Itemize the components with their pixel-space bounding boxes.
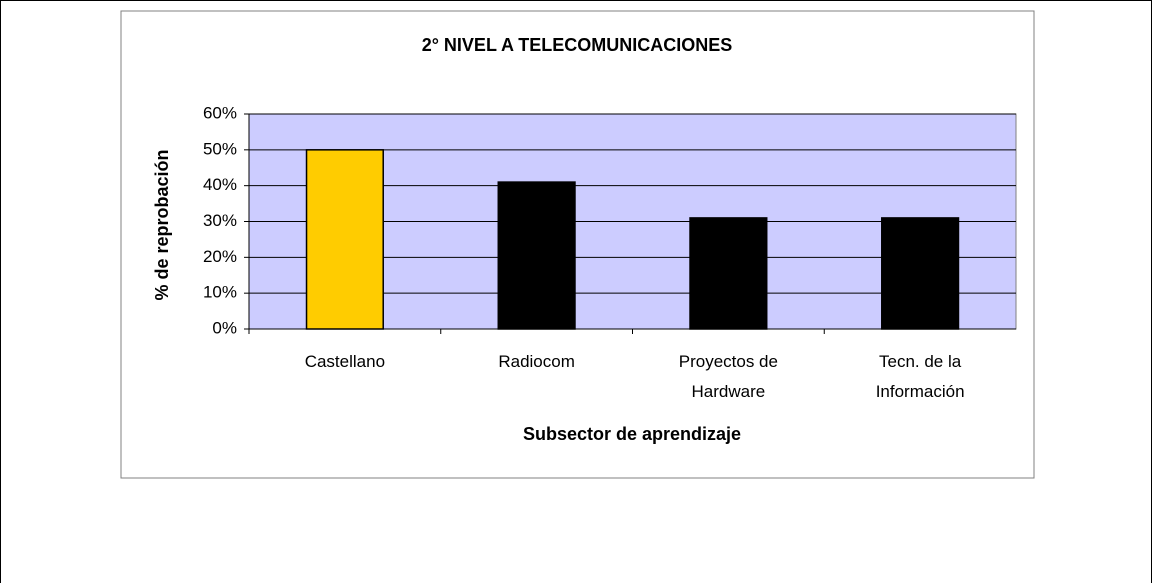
bar: [497, 181, 576, 330]
x-tick-label: Proyectos de Hardware: [678, 352, 778, 401]
y-tick-label: 20%: [203, 247, 237, 266]
bar: [881, 217, 960, 330]
x-axis-label: Subsector de aprendizaje: [523, 424, 741, 444]
bar: [305, 149, 384, 330]
y-tick-label: 0%: [212, 318, 237, 337]
y-axis-label: % de reprobación: [152, 149, 172, 300]
y-tick-label: 40%: [203, 175, 237, 194]
y-tick-label: 30%: [203, 211, 237, 230]
x-tick-label: Castellano: [304, 352, 386, 371]
x-tick-label: Radiocom: [498, 352, 575, 371]
y-tick-label: 60%: [203, 103, 237, 122]
chart-title: 2° NIVEL A TELECOMUNICACIONES: [422, 35, 733, 55]
y-tick-label: 50%: [203, 139, 237, 158]
x-tick-label: Tecn. de la Información: [875, 352, 965, 401]
y-tick-label: 10%: [203, 283, 237, 302]
bar: [689, 217, 768, 330]
